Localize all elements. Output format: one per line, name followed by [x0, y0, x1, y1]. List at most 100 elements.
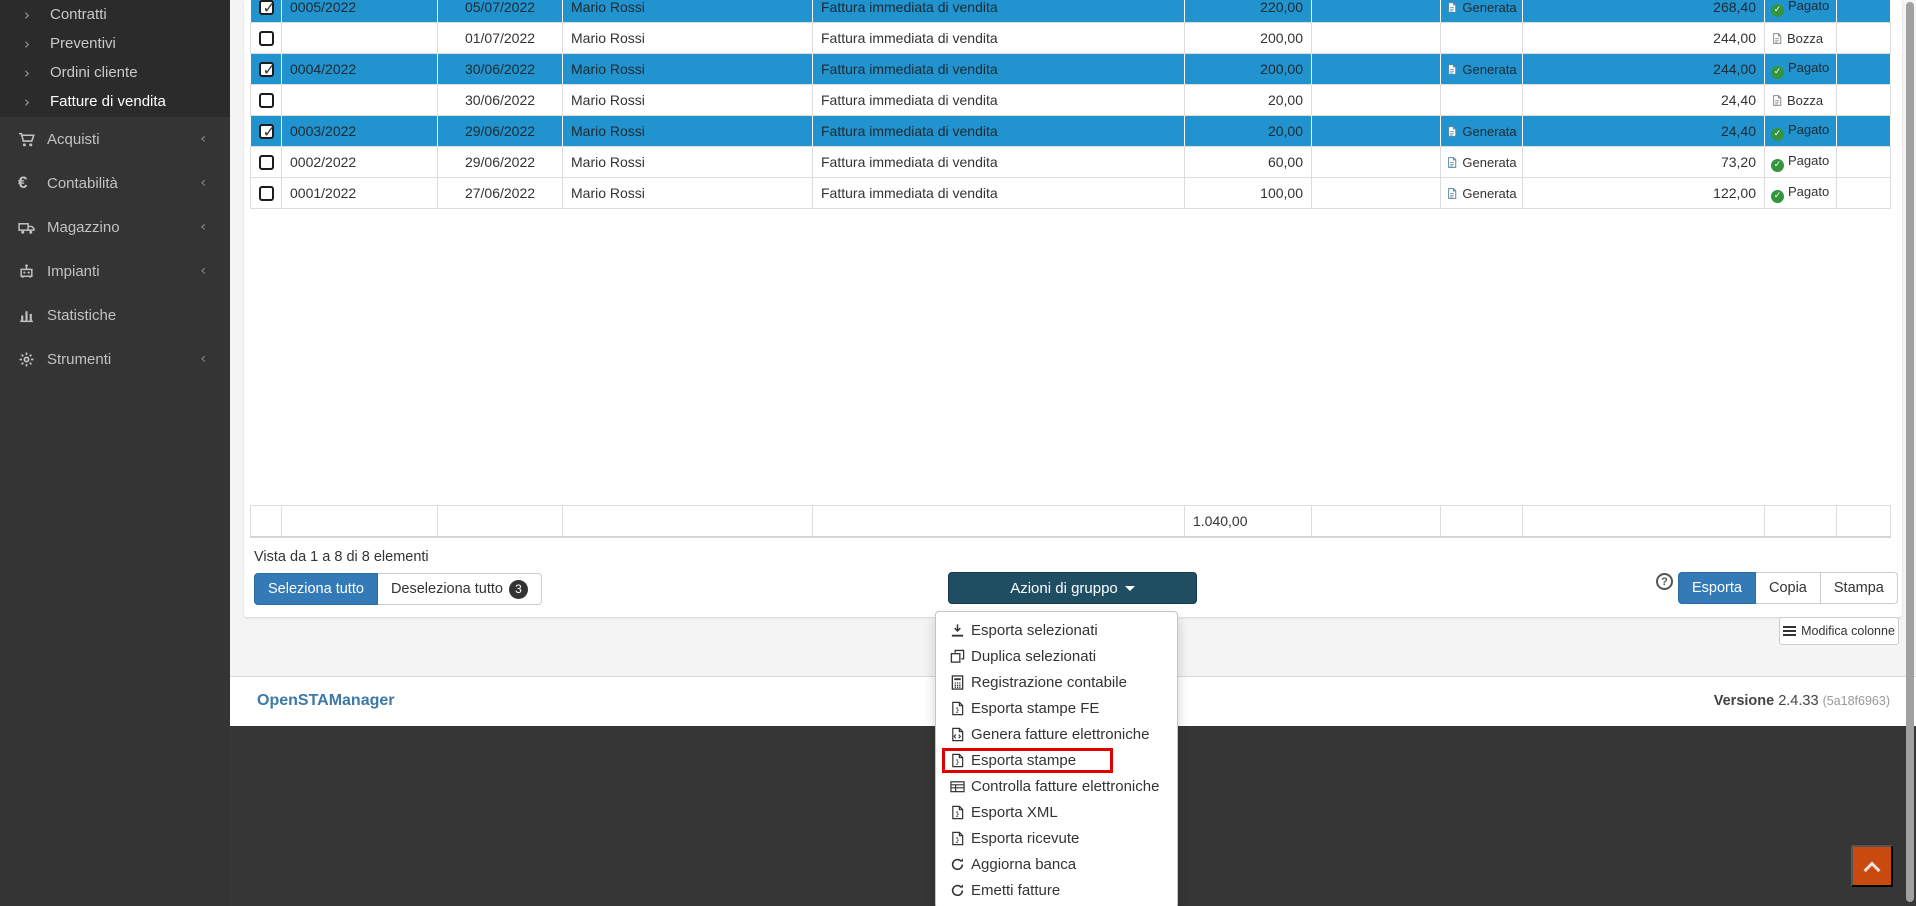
- deselect-all-button[interactable]: Deseleziona tutto 3: [377, 573, 542, 605]
- app-brand-link[interactable]: OpenSTAManager: [257, 692, 395, 709]
- row-checkbox[interactable]: [258, 31, 274, 47]
- cell-empty: [1311, 177, 1441, 209]
- chevron-right-icon: ›: [24, 34, 30, 53]
- sidebar-item-label: Fatture di vendita: [50, 93, 166, 110]
- columns-list-icon: [1783, 624, 1797, 638]
- version-number: 2.4.33: [1778, 693, 1819, 709]
- menu-item-esporta-stampe-fe[interactable]: Esporta stampe FE: [936, 695, 1177, 721]
- cell-empty: [1311, 0, 1441, 23]
- cell-generata: Generata: [1440, 115, 1523, 147]
- export-button[interactable]: Esporta: [1678, 572, 1756, 604]
- sidebar-item-contratti[interactable]: › Contratti: [0, 0, 230, 29]
- row-checkbox[interactable]: [258, 93, 274, 109]
- euro-icon: €: [18, 173, 28, 192]
- generata-badge: Generata: [1462, 61, 1517, 77]
- chevron-left-icon: ‹: [200, 175, 206, 191]
- cell-totale: 244,00: [1522, 22, 1765, 54]
- sidebar-item-label: Magazzino: [47, 218, 120, 236]
- scrollbar-thumb[interactable]: [1906, 2, 1914, 902]
- sidebar-item-magazzino[interactable]: Magazzino ‹: [0, 205, 230, 249]
- draft-file-icon: [1771, 32, 1783, 45]
- version-info: Versione 2.4.33 (5a18f6963): [1714, 693, 1890, 709]
- sidebar-item-label: Acquisti: [47, 130, 100, 148]
- modify-columns-button[interactable]: Modifica colonne: [1779, 617, 1899, 645]
- cell-imponibile: 20,00: [1184, 115, 1312, 147]
- menu-item-genera-fatture-elettroniche[interactable]: Genera fatture elettroniche: [936, 721, 1177, 747]
- cell-numero: 0001/2022: [281, 177, 438, 209]
- file-export-icon: [950, 753, 965, 768]
- help-icon[interactable]: ?: [1656, 573, 1673, 590]
- menu-item-registrazione-contabile[interactable]: Registrazione contabile: [936, 669, 1177, 695]
- cell-stato: ✓ Pagato: [1764, 115, 1837, 147]
- caret-down-icon: [1124, 585, 1135, 591]
- menu-item-emetti-fatture[interactable]: Emetti fatture: [936, 877, 1177, 903]
- print-button[interactable]: Stampa: [1820, 572, 1898, 604]
- cell-imponibile: 200,00: [1184, 22, 1312, 54]
- select-all-label: Seleziona tutto: [268, 581, 364, 597]
- row-checkbox[interactable]: [258, 0, 276, 17]
- cell-numero: [281, 22, 438, 54]
- status-badge: Bozza: [1787, 30, 1824, 46]
- cell-stato: ✓ Pagato: [1764, 177, 1837, 209]
- sidebar-item-preventivi[interactable]: › Preventivi: [0, 29, 230, 58]
- scroll-to-top-button[interactable]: [1851, 845, 1893, 887]
- sidebar-item-impianti[interactable]: Impianti ‹: [0, 249, 230, 293]
- cell-imponibile: 200,00: [1184, 53, 1312, 85]
- select-all-button[interactable]: Seleziona tutto: [254, 573, 378, 605]
- check-circle-icon: ✓: [1771, 189, 1784, 203]
- menu-item-aggiorna-banca[interactable]: Aggiorna banca: [936, 851, 1177, 877]
- cell-empty: [1836, 84, 1891, 116]
- cell-imponibile: 20,00: [1184, 84, 1312, 116]
- copy-button[interactable]: Copia: [1755, 572, 1821, 604]
- check-circle-icon: ✓: [1771, 158, 1784, 172]
- row-checkbox[interactable]: [258, 155, 274, 171]
- copy-label: Copia: [1768, 580, 1807, 596]
- invoices-table: 0005/2022 05/07/2022 Mario Rossi Fattura…: [250, 0, 1891, 209]
- cell-empty: [1311, 84, 1441, 116]
- cell-tipo: Fattura immediata di vendita: [812, 22, 1185, 54]
- sidebar-item-fatture-di-vendita[interactable]: › Fatture di vendita: [0, 87, 230, 116]
- table-row[interactable]: 0002/2022 29/06/2022 Mario Rossi Fattura…: [250, 146, 1891, 178]
- cell-imponibile: 100,00: [1184, 177, 1312, 209]
- menu-item-esporta-stampe[interactable]: Esporta stampe: [936, 747, 1177, 773]
- sidebar-item-acquisti[interactable]: Acquisti ‹: [0, 117, 230, 161]
- sidebar: › Contratti › Preventivi › Ordini client…: [0, 0, 230, 906]
- row-checkbox[interactable]: [258, 186, 274, 202]
- cell-cliente: Mario Rossi: [562, 53, 813, 85]
- status-badge: Pagato: [1788, 121, 1830, 137]
- selection-button-group: Seleziona tutto Deseleziona tutto 3: [254, 573, 542, 605]
- file-export-icon: [950, 831, 965, 846]
- sidebar-item-strumenti[interactable]: Strumenti ‹: [0, 337, 230, 381]
- print-label: Stampa: [1833, 580, 1884, 596]
- table-row[interactable]: 0005/2022 05/07/2022 Mario Rossi Fattura…: [250, 0, 1891, 23]
- row-checkbox[interactable]: [258, 60, 276, 79]
- total-imponibile: 1.040,00: [1184, 505, 1312, 538]
- table-row[interactable]: 0004/2022 30/06/2022 Mario Rossi Fattura…: [250, 53, 1891, 85]
- sync-icon: [950, 883, 965, 898]
- menu-item-esporta-xml[interactable]: Esporta XML: [936, 799, 1177, 825]
- cell-tipo: Fattura immediata di vendita: [812, 146, 1185, 178]
- group-actions-button[interactable]: Azioni di gruppo: [948, 572, 1197, 604]
- sidebar-item-contabilita[interactable]: € Contabilità ‹: [0, 161, 230, 205]
- table-row[interactable]: 0001/2022 27/06/2022 Mario Rossi Fattura…: [250, 177, 1891, 209]
- menu-item-duplica-selezionati[interactable]: Duplica selezionati: [936, 643, 1177, 669]
- sidebar-item-ordini-cliente[interactable]: › Ordini cliente: [0, 58, 230, 87]
- chevron-right-icon: ›: [24, 63, 30, 82]
- cell-generata: Generata: [1440, 0, 1523, 23]
- table-icon: [950, 779, 965, 794]
- cell-empty: [1836, 22, 1891, 54]
- sidebar-item-statistiche[interactable]: Statistiche: [0, 293, 230, 337]
- table-row[interactable]: 30/06/2022 Mario Rossi Fattura immediata…: [250, 84, 1891, 116]
- menu-item-esporta-ricevute[interactable]: Esporta ricevute: [936, 825, 1177, 851]
- table-row[interactable]: 01/07/2022 Mario Rossi Fattura immediata…: [250, 22, 1891, 54]
- cell-generata: [1440, 22, 1523, 54]
- chevron-left-icon: ‹: [200, 351, 206, 367]
- menu-item-controlla-fatture-elettroniche[interactable]: Controlla fatture elettroniche: [936, 773, 1177, 799]
- sidebar-item-label: Strumenti: [47, 350, 112, 368]
- menu-item-esporta-selezionati[interactable]: Esporta selezionati: [936, 617, 1177, 643]
- row-checkbox[interactable]: [258, 122, 276, 141]
- cell-cliente: Mario Rossi: [562, 84, 813, 116]
- cell-cliente: Mario Rossi: [562, 22, 813, 54]
- table-row[interactable]: 0003/2022 29/06/2022 Mario Rossi Fattura…: [250, 115, 1891, 147]
- check-circle-icon: ✓: [1771, 3, 1784, 17]
